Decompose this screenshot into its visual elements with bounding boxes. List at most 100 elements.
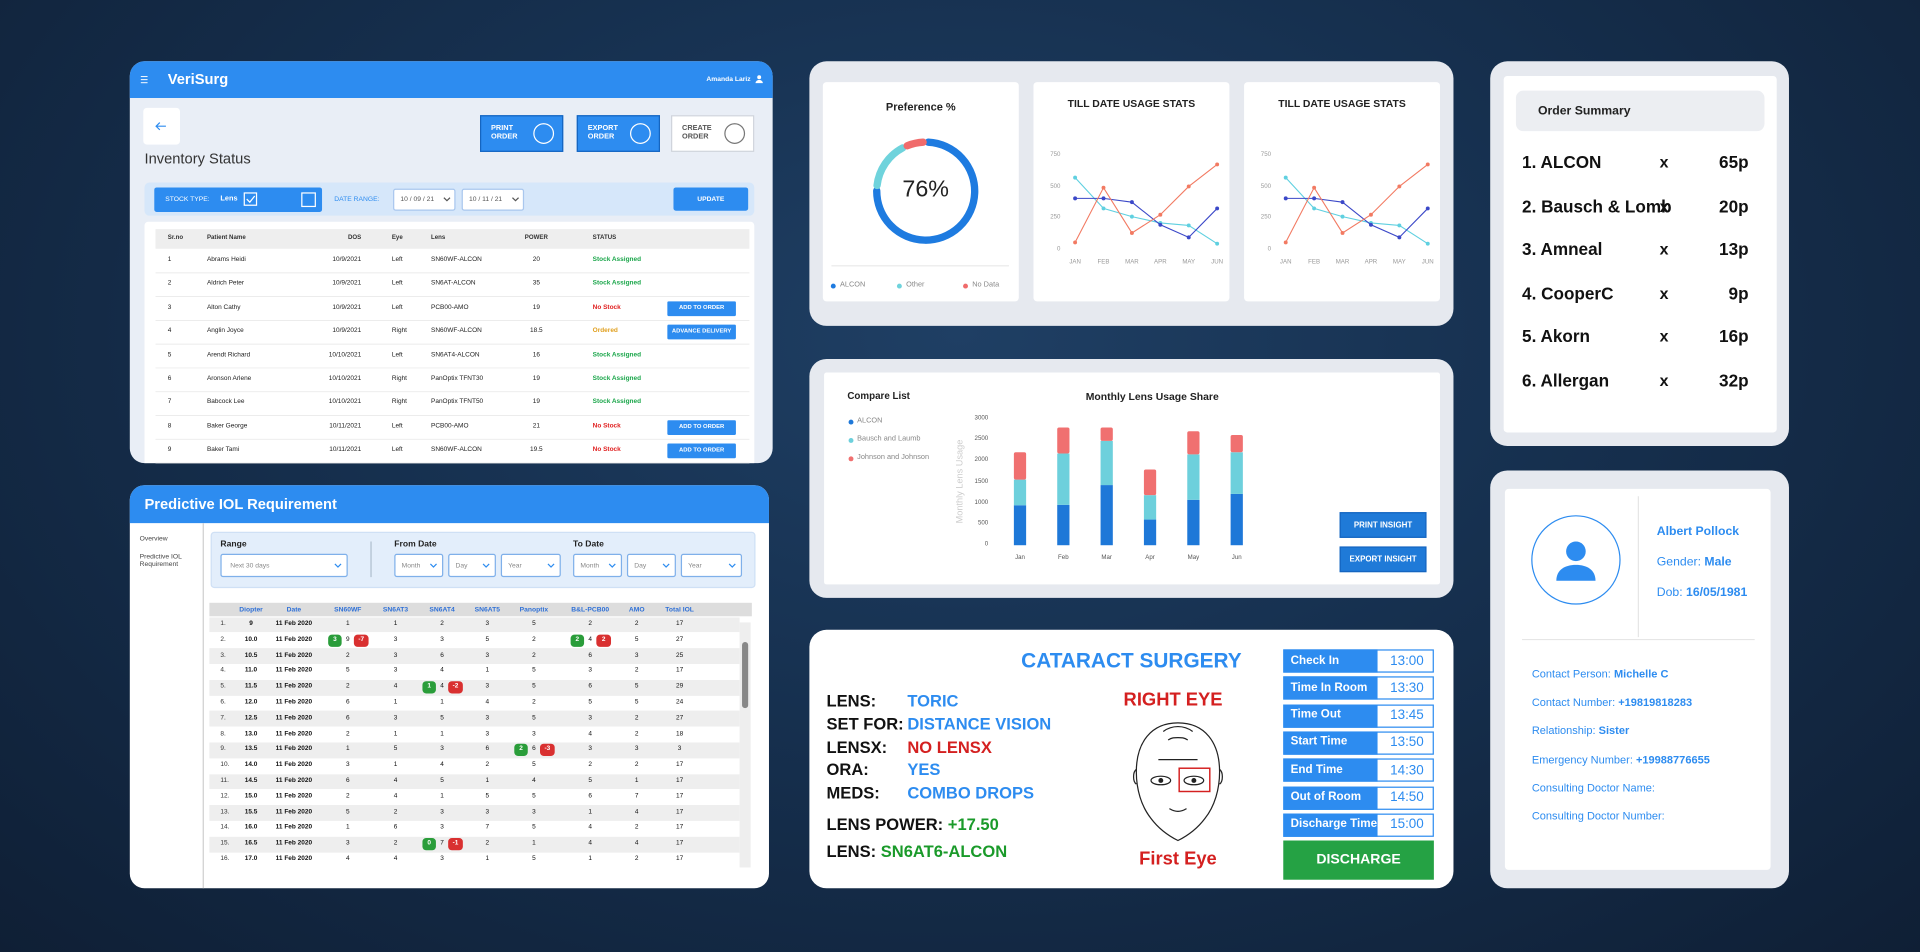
x-tick-label: MAR [1125,258,1139,267]
sidebar-item[interactable]: Predictive IOL Requirement [139,553,182,569]
table-row [209,711,740,727]
insight-label[interactable]: EXPORT INSIGHT [1349,554,1417,564]
badge-up [570,634,585,647]
cell: 3 [440,808,444,816]
action-label[interactable]: PRINT ORDER [491,124,518,141]
cell: 3 [588,667,593,675]
row-action-label[interactable]: ADD TO ORDER [678,424,725,431]
point [1129,214,1134,219]
cell: 11 Feb 2020 [275,729,313,738]
scroll-thumb[interactable] [742,642,749,709]
insight-label[interactable]: PRINT INSIGHT [1353,520,1413,530]
bar-segment [1187,431,1200,455]
action-button[interactable] [671,115,755,152]
row-action-button[interactable] [667,324,736,340]
cell: 3 [485,808,490,816]
time-label: Check In [1290,653,1340,667]
cell: 2 [345,792,350,800]
row-action-button[interactable] [667,301,736,316]
cell: 1 [485,667,490,675]
x-tick-label: May [1187,554,1200,562]
cell: 4 [485,698,490,706]
cell: 17 [675,855,684,863]
date-value: 10 / 11 / 21 [468,196,503,204]
row-index: 9. [220,745,226,753]
select[interactable] [500,553,561,578]
checkbox[interactable] [301,192,316,208]
select[interactable] [448,553,496,578]
cell: 4 [634,839,639,847]
badge-down-value: -2 [452,682,459,691]
cell: 1 [345,745,350,753]
legend-marker [848,438,854,443]
select[interactable] [573,553,623,578]
cell: 3 [677,745,682,753]
order-item: 3. Amneal [1522,239,1603,260]
bar-segment [1143,469,1157,496]
status: Stock Assigned [592,398,642,407]
update-label[interactable]: UPDATE [697,195,725,203]
legend-label: Johnson and Johnson [857,454,930,462]
cell: SN60WF-ALCON [431,446,482,454]
badge-down [448,681,463,694]
row-index: 15. [220,839,230,847]
detail-label: ORA: [826,760,869,780]
select[interactable] [680,553,743,578]
row-action-label[interactable]: ADVANCE DELIVERY [671,329,732,336]
pupil [1191,778,1197,783]
insight-button[interactable] [1339,512,1427,538]
row-action-button[interactable] [667,420,736,435]
date-input[interactable] [393,188,456,211]
action-button[interactable] [480,115,564,152]
table-row [209,648,740,665]
point [1073,175,1078,180]
cell: 7 [440,839,444,847]
cell: Babcock Lee [206,398,245,407]
action-button[interactable] [576,115,661,152]
patient-field: Gender: Male [1657,556,1732,569]
row-action-label[interactable]: ADD TO ORDER [678,305,725,312]
row-index: 4. [220,667,226,675]
update-button[interactable] [673,187,749,211]
sidebar-item[interactable]: Overview [139,535,168,543]
row-action-label[interactable]: ADD TO ORDER [678,447,725,455]
chevron-icon [429,563,437,568]
action-icon [533,123,555,144]
bar-segment [1187,454,1200,500]
row-action-button[interactable] [667,443,736,459]
chevron-icon [482,563,490,568]
action-label[interactable]: CREATE ORDER [682,124,712,141]
y-tick-label: 1000 [974,498,989,506]
checkbox[interactable] [243,192,258,206]
cell: 10/10/2021 [328,398,362,407]
x-tick-label: Mar [1101,554,1112,562]
action-label[interactable]: EXPORT ORDER [587,124,618,141]
select[interactable] [626,553,676,578]
cell: 2 [634,823,639,832]
time-label: Time Out [1290,708,1341,722]
bar-segment [1013,479,1027,506]
cell: 2 [588,620,593,628]
insight-button[interactable] [1339,546,1427,573]
contact-field: Contact Number: +19819818283 [1532,696,1692,709]
cell: 5 [532,620,536,628]
select[interactable] [394,553,444,578]
chart-title: TILL DATE USAGE STATS [1278,97,1406,110]
cell: 3 [485,620,490,628]
stock-type-box [154,187,323,212]
contact-field: Consulting Doctor Number: [1532,810,1665,823]
select[interactable] [220,553,348,578]
cell: 14.5 [244,776,258,785]
cell: 11 Feb 2020 [275,761,313,769]
point [1073,196,1078,201]
contact-field: Consulting Doctor Name: [1532,782,1655,795]
date-input[interactable] [461,188,525,211]
detail-value: YES [907,760,941,780]
cell: 4 [393,682,398,691]
discharge-button[interactable] [1283,840,1434,880]
chart-card [1033,82,1230,302]
column-header: AMO [628,605,645,614]
cell: Left [391,256,403,264]
discharge-label[interactable]: DISCHARGE [1316,852,1401,868]
